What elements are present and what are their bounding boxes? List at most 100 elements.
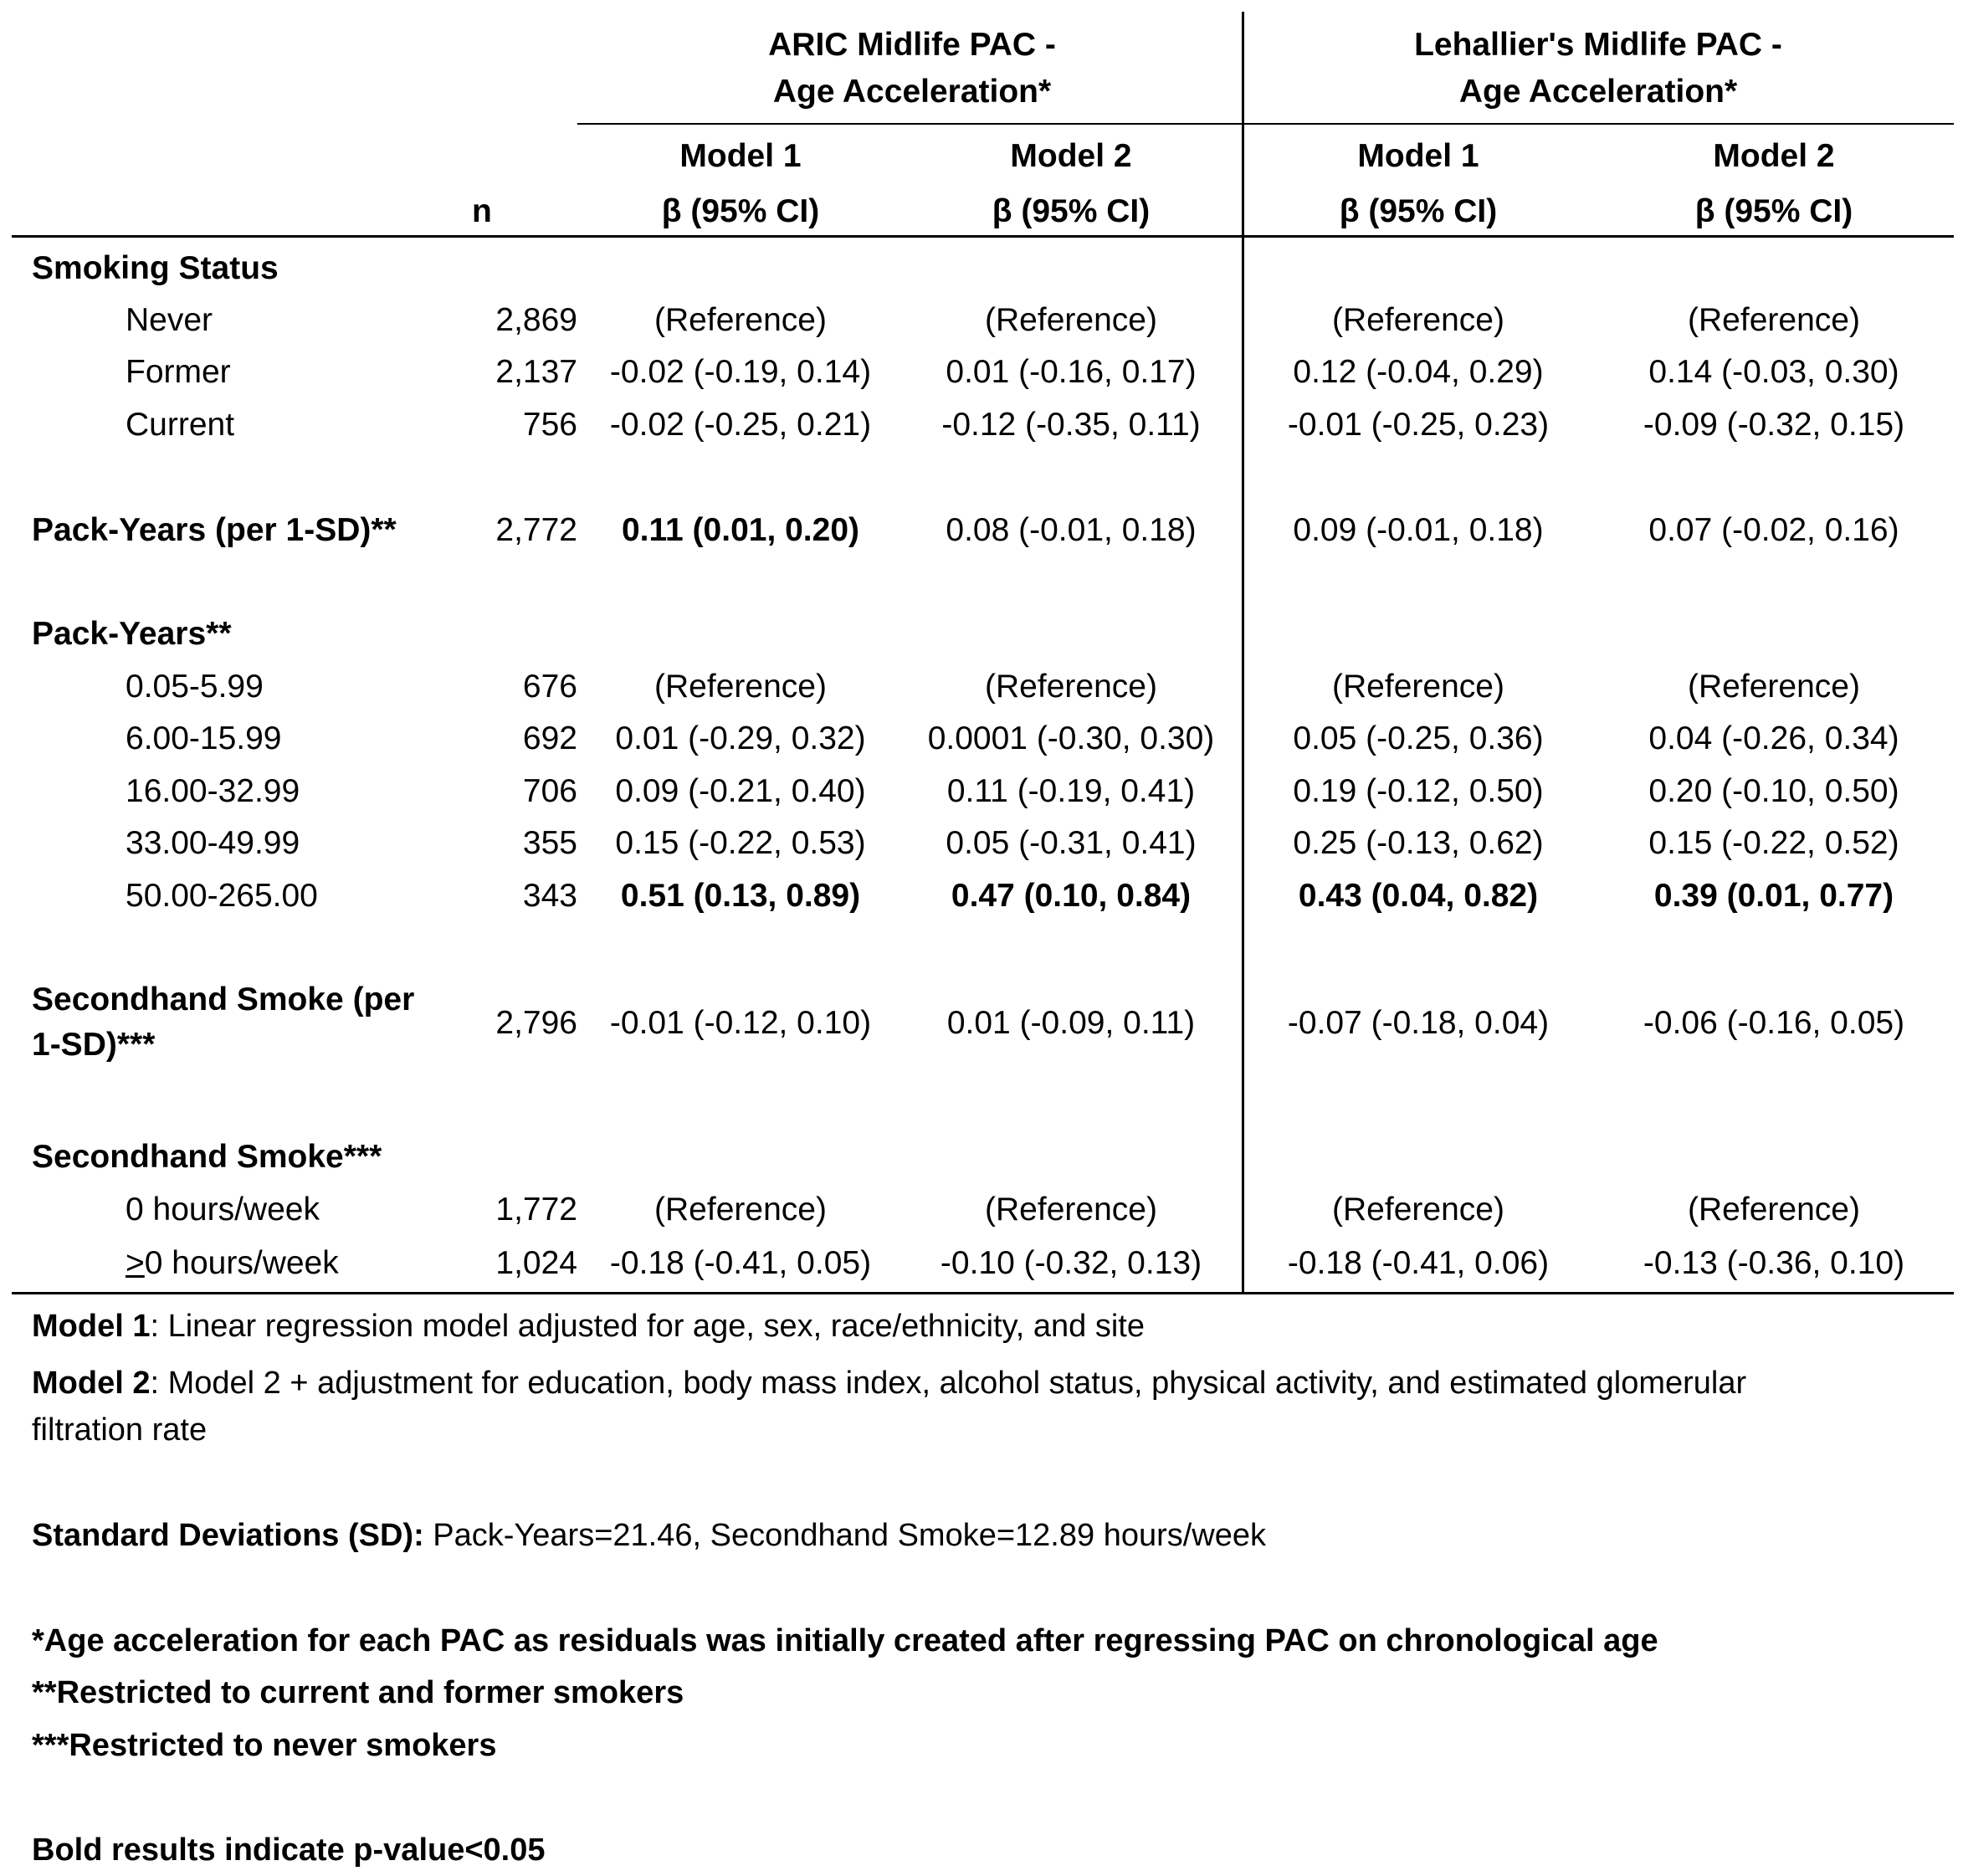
cell-lehallier-model1: -0.18 (-0.41, 0.06)	[1287, 1245, 1550, 1281]
row-label: Former	[126, 354, 231, 390]
row-n: 1,772	[495, 1192, 577, 1228]
row-label: >0 hours/week	[126, 1244, 339, 1283]
cell-aric-model1: 0.15 (-0.22, 0.53)	[615, 825, 866, 861]
section-title-secondhand-sd-line2: 1-SD)***	[32, 1027, 156, 1063]
section-title-secondhand: Secondhand Smoke***	[32, 1139, 382, 1175]
aric-model2-beta-header: β (95% CI)	[992, 193, 1151, 229]
aric-group-header: ARIC Midlife PAC - Age Acceleration*	[768, 27, 1056, 110]
row-label: 6.00-15.99	[126, 720, 282, 756]
cell-lehallier-model2: (Reference)	[1688, 1192, 1860, 1228]
footnote-never-smokers: ***Restricted to never smokers	[32, 1728, 497, 1763]
row-label: Never	[126, 302, 213, 338]
aric-model2-header: Model 2	[1010, 138, 1132, 174]
cell-aric-model2: (Reference)	[985, 302, 1157, 338]
cell-lehallier-model1: (Reference)	[1332, 669, 1504, 705]
row-n: 343	[522, 878, 577, 914]
cell-lehallier-model2: -0.09 (-0.32, 0.15)	[1643, 407, 1905, 443]
row-label: 50.00-265.00	[126, 878, 318, 914]
row-n: 756	[522, 407, 577, 443]
cell-aric-model1: (Reference)	[654, 669, 827, 705]
cell-aric-model1: 0.09 (-0.21, 0.40)	[615, 773, 866, 809]
aric-model1-beta-header: β (95% CI)	[661, 193, 820, 229]
row-n: 2,137	[495, 354, 577, 390]
row-n: 1,024	[495, 1245, 577, 1281]
table-bottom-rule	[12, 1292, 1954, 1294]
cell-aric-model1: -0.01 (-0.12, 0.10)	[609, 1005, 872, 1041]
cell-aric-model2: 0.08 (-0.01, 0.18)	[946, 512, 1197, 548]
cell-aric-model2: 0.47 (0.10, 0.84)	[951, 878, 1192, 914]
cell-aric-model1: -0.18 (-0.41, 0.05)	[609, 1245, 872, 1281]
row-label: Current	[126, 407, 235, 443]
row-n: 706	[522, 773, 577, 809]
model1-note: Model 1: Linear regression model adjuste…	[32, 1309, 1145, 1344]
cell-lehallier-model1: 0.25 (-0.13, 0.62)	[1293, 825, 1544, 861]
cell-aric-model2: (Reference)	[985, 1192, 1157, 1228]
section-title-smoking-status: Smoking Status	[32, 250, 279, 286]
section-title-pack-years: Pack-Years**	[32, 616, 232, 652]
cell-lehallier-model1: (Reference)	[1332, 1192, 1504, 1228]
row-n: 692	[522, 720, 577, 756]
cell-lehallier-model1: 0.12 (-0.04, 0.29)	[1293, 354, 1544, 390]
cell-aric-model2: -0.12 (-0.35, 0.11)	[941, 407, 1201, 443]
cell-lehallier-model1: (Reference)	[1332, 302, 1504, 338]
cell-lehallier-model1: 0.43 (0.04, 0.82)	[1298, 878, 1539, 914]
cell-aric-model1: -0.02 (-0.25, 0.21)	[609, 407, 872, 443]
cell-aric-model2: (Reference)	[985, 669, 1157, 705]
cell-lehallier-model2: -0.06 (-0.16, 0.05)	[1643, 1005, 1905, 1041]
section-title-secondhand-sd-line1: Secondhand Smoke (per	[32, 982, 415, 1017]
header-bottom-rule	[12, 235, 1954, 238]
row-label-rest: 0 hours/week	[144, 1245, 339, 1281]
lehallier-model2-header: Model 2	[1713, 138, 1835, 174]
sd-note: Standard Deviations (SD): Pack-Years=21.…	[32, 1518, 1267, 1553]
model2-note-line2: filtration rate	[32, 1412, 208, 1448]
cell-lehallier-model1: -0.07 (-0.18, 0.04)	[1287, 1005, 1550, 1041]
geq-prefix: >	[126, 1245, 145, 1281]
cell-lehallier-model2: (Reference)	[1688, 302, 1860, 338]
cell-aric-model2: 0.11 (-0.19, 0.41)	[946, 773, 1196, 809]
cell-aric-model2: 0.01 (-0.16, 0.17)	[946, 354, 1197, 390]
aric-group-underline	[577, 123, 1242, 125]
vertical-divider	[1242, 12, 1244, 1293]
cell-aric-model1: -0.02 (-0.19, 0.14)	[609, 354, 872, 390]
row-label: 0 hours/week	[126, 1192, 320, 1228]
cell-lehallier-model1: 0.19 (-0.12, 0.50)	[1293, 773, 1544, 809]
cell-aric-model1: (Reference)	[654, 302, 827, 338]
cell-aric-model1: 0.01 (-0.29, 0.32)	[615, 720, 866, 756]
cell-aric-model1: 0.51 (0.13, 0.89)	[620, 878, 861, 914]
row-label: 16.00-32.99	[126, 773, 300, 809]
cell-aric-model2: 0.05 (-0.31, 0.41)	[946, 825, 1197, 861]
cell-lehallier-model2: 0.04 (-0.26, 0.34)	[1648, 720, 1899, 756]
bold-results-note: Bold results indicate p-value<0.05	[32, 1832, 546, 1868]
cell-lehallier-model1: -0.01 (-0.25, 0.23)	[1287, 407, 1550, 443]
cell-aric-model1: 0.11 (0.01, 0.20)	[621, 512, 860, 548]
row-n: 676	[522, 669, 577, 705]
cell-lehallier-model2: 0.07 (-0.02, 0.16)	[1648, 512, 1899, 548]
footnote-smokers: **Restricted to current and former smoke…	[32, 1675, 684, 1710]
row-label: 0.05-5.99	[126, 669, 264, 705]
cell-lehallier-model2: 0.15 (-0.22, 0.52)	[1648, 825, 1899, 861]
cell-lehallier-model2: -0.13 (-0.36, 0.10)	[1643, 1245, 1905, 1281]
model2-note: Model 2: Model 2 + adjustment for educat…	[32, 1366, 1747, 1401]
section-title-pack-years-sd: Pack-Years (per 1-SD)**	[32, 512, 397, 548]
cell-aric-model2: 0.01 (-0.09, 0.11)	[946, 1005, 1196, 1041]
lehallier-group-header: Lehallier's Midlife PAC - Age Accelerati…	[1414, 27, 1782, 110]
row-n: 2,796	[495, 1005, 577, 1041]
lehallier-group-underline	[1244, 123, 1954, 125]
cell-lehallier-model2: 0.20 (-0.10, 0.50)	[1648, 773, 1899, 809]
cell-lehallier-model1: 0.05 (-0.25, 0.36)	[1293, 720, 1544, 756]
row-label: 33.00-49.99	[126, 825, 300, 861]
lehallier-model1-beta-header: β (95% CI)	[1339, 193, 1498, 229]
cell-lehallier-model1: 0.09 (-0.01, 0.18)	[1293, 512, 1544, 548]
cell-aric-model1: (Reference)	[654, 1192, 827, 1228]
footnote-age-acceleration: *Age acceleration for each PAC as residu…	[32, 1623, 1658, 1658]
cell-aric-model2: -0.10 (-0.32, 0.13)	[940, 1245, 1202, 1281]
row-n: 2,772	[495, 512, 577, 548]
cell-lehallier-model2: 0.14 (-0.03, 0.30)	[1648, 354, 1899, 390]
lehallier-model2-beta-header: β (95% CI)	[1694, 193, 1853, 229]
lehallier-model1-header: Model 1	[1357, 138, 1479, 174]
row-n: 355	[522, 825, 577, 861]
row-n: 2,869	[495, 302, 577, 338]
cell-lehallier-model2: (Reference)	[1688, 669, 1860, 705]
cell-aric-model2: 0.0001 (-0.30, 0.30)	[927, 720, 1215, 756]
